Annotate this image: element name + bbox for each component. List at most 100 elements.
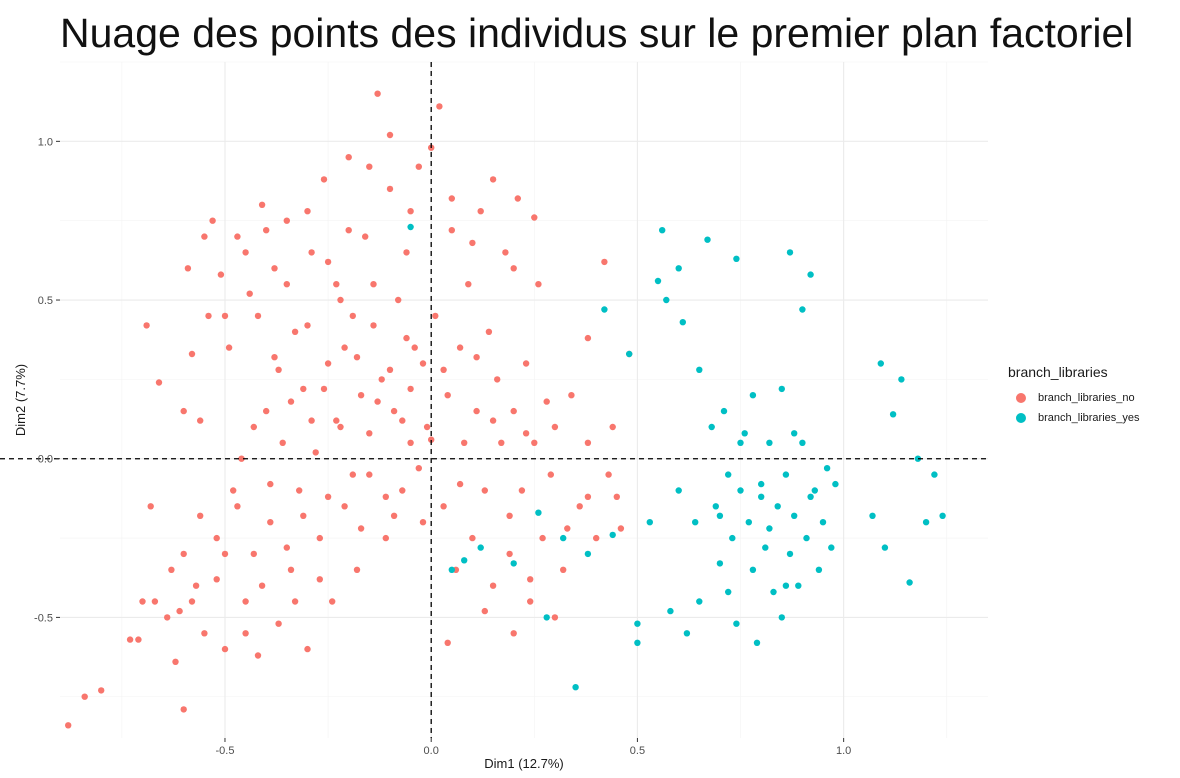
data-point-branch_libraries_no-117 [267,480,274,488]
legend-item-branch_libraries_yes: branch_libraries_yes [1008,408,1140,428]
data-point-branch_libraries_no-70 [411,344,418,351]
data-point-branch_libraries_no-44 [304,645,311,653]
data-point-branch_libraries_yes-28 [708,423,715,431]
data-point-branch_libraries_no-68 [403,249,410,256]
data-point-branch_libraries_no-185 [584,439,592,446]
data-point-branch_libraries_yes-23 [683,630,691,637]
data-point-branch_libraries_yes-16 [654,277,662,285]
data-point-branch_libraries_no-176 [419,360,427,367]
data-point-branch_libraries_no-53 [341,503,348,510]
data-point-branch_libraries_no-179 [510,630,517,637]
data-point-branch_libraries_yes-71 [922,519,930,526]
data-point-branch_libraries_no-174 [386,366,394,373]
data-point-branch_libraries_yes-40 [749,392,757,399]
data-point-branch_libraries_no-163 [489,176,497,183]
data-point-branch_libraries_no-4 [135,636,142,643]
data-point-branch_libraries_no-23 [217,271,225,278]
data-point-branch_libraries_no-57 [357,392,365,399]
data-point-branch_libraries_no-7 [147,503,154,510]
legend: branch_libraries branch_libraries_no bran… [1008,364,1140,428]
data-point-branch_libraries_yes-2 [461,557,468,564]
data-point-branch_libraries_no-20 [205,312,212,320]
data-point-branch_libraries_no-151 [242,249,249,256]
data-point-branch_libraries_yes-24 [692,519,699,526]
data-point-branch_libraries_no-184 [613,493,620,500]
data-point-branch_libraries_yes-50 [786,550,794,558]
data-point-branch_libraries_yes-38 [745,519,752,526]
data-point-branch_libraries_yes-45 [770,588,777,596]
data-point-branch_libraries_no-29 [242,598,249,605]
data-point-branch_libraries_no-153 [283,281,290,288]
data-point-branch_libraries_no-127 [428,436,435,443]
data-point-branch_libraries_yes-3 [477,544,484,551]
data-point-branch_libraries_yes-43 [762,544,769,551]
data-point-branch_libraries_no-134 [291,598,299,605]
data-point-branch_libraries_no-11 [168,566,175,573]
data-point-branch_libraries_yes-44 [766,439,773,446]
data-point-branch_libraries_no-13 [180,706,187,713]
data-point-branch_libraries_yes-34 [733,620,740,627]
data-point-branch_libraries_no-172 [353,354,361,361]
data-point-branch_libraries_yes-25 [696,598,703,605]
data-point-branch_libraries_no-81 [461,439,468,446]
data-point-branch_libraries_no-1 [81,693,88,700]
y-tick-label: 0.0 [38,454,53,466]
data-point-branch_libraries_no-72 [419,519,427,526]
data-point-branch_libraries_no-17 [192,582,200,589]
data-point-branch_libraries_no-129 [197,512,204,519]
data-point-branch_libraries_no-170 [320,385,328,393]
data-point-branch_libraries_no-40 [287,566,295,573]
data-point-branch_libraries_no-75 [436,103,443,110]
data-point-branch_libraries_no-43 [300,385,307,393]
data-point-branch_libraries_no-12 [172,658,179,665]
data-point-branch_libraries_no-119 [300,512,307,519]
y-tick-label: 1.0 [38,136,53,148]
data-point-branch_libraries_no-61 [374,90,381,97]
data-point-branch_libraries_no-71 [415,163,422,170]
data-point-branch_libraries_yes-75 [725,588,732,596]
x-axis-ticks: -0.5 0.0 0.5 1.0 [215,738,851,757]
data-point-branch_libraries_no-66 [395,296,402,304]
data-point-branch_libraries_yes-59 [815,566,823,573]
data-point-branch_libraries_no-145 [489,417,497,424]
data-point-branch_libraries_no-19 [201,630,208,637]
data-point-branch_libraries_yes-47 [778,385,785,393]
data-point-branch_libraries_no-123 [366,430,373,437]
data-point-branch_libraries_yes-54 [799,439,806,446]
data-point-branch_libraries_no-161 [448,195,455,202]
data-point-branch_libraries_no-157 [366,163,373,170]
x-axis-title: Dim1 (12.7%) [484,756,563,771]
data-point-branch_libraries_yes-18 [663,296,670,304]
data-point-branch_libraries_no-165 [531,214,538,221]
data-point-branch_libraries_no-155 [324,258,332,266]
data-point-branch_libraries_no-25 [225,344,233,351]
data-point-branch_libraries_yes-51 [786,249,794,256]
data-point-branch_libraries_no-80 [456,344,464,351]
data-point-branch_libraries_no-114 [213,576,220,583]
data-point-branch_libraries_no-83 [469,534,476,542]
data-point-branch_libraries_no-98 [531,439,538,446]
data-point-branch_libraries_no-105 [568,392,575,399]
data-point-branch_libraries_no-147 [522,430,530,437]
data-point-branch_libraries_no-116 [250,423,257,431]
data-point-branch_libraries_no-35 [267,519,274,526]
data-point-branch_libraries_no-149 [201,233,208,240]
data-point-branch_libraries_no-144 [473,354,480,361]
data-point-branch_libraries_no-78 [448,227,455,234]
data-point-branch_libraries_no-90 [498,439,505,446]
data-point-branch_libraries_no-16 [188,350,196,358]
data-point-branch_libraries_no-28 [238,455,245,462]
data-point-branch_libraries_yes-11 [609,531,616,539]
data-point-branch_libraries_yes-55 [799,306,806,313]
data-point-branch_libraries_no-14 [180,550,187,558]
data-point-branch_libraries_no-21 [209,217,216,224]
data-point-branch_libraries_yes-80 [791,430,798,437]
data-point-branch_libraries_no-38 [279,439,286,446]
data-point-branch_libraries_yes-36 [737,487,744,494]
data-point-branch_libraries_yes-8 [572,684,579,691]
data-point-branch_libraries_no-49 [324,360,332,367]
data-point-branch_libraries_yes-79 [782,582,790,589]
data-point-branch_libraries_no-150 [221,312,229,320]
data-point-branch_libraries_no-146 [506,512,513,519]
data-point-branch_libraries_yes-39 [749,566,757,573]
